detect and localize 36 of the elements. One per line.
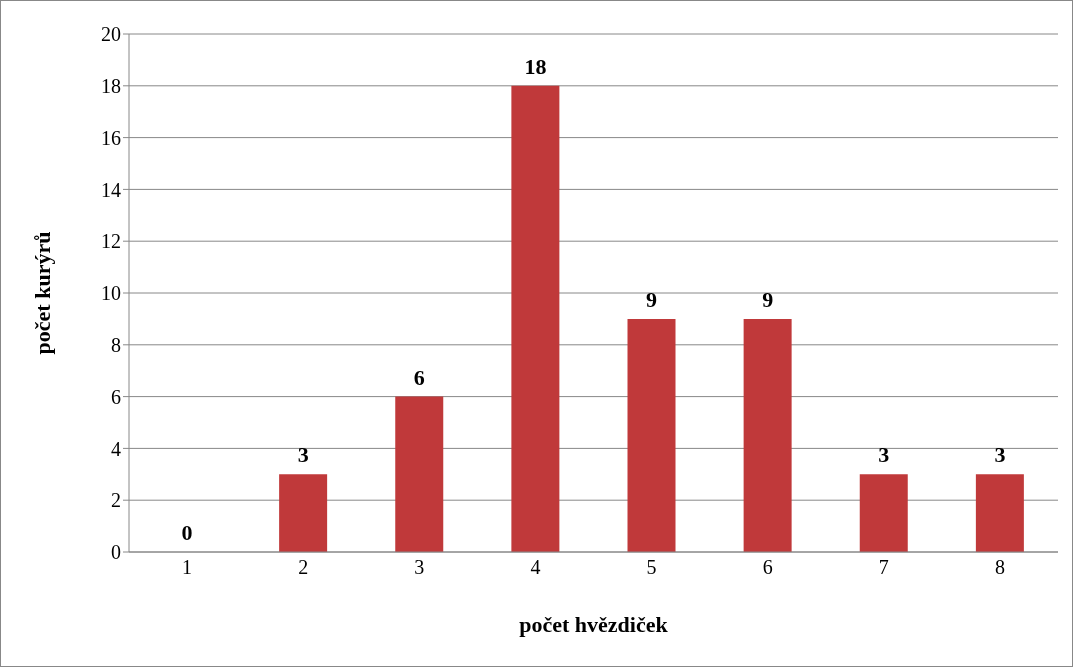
bar	[627, 318, 676, 552]
y-tick-label: 12	[101, 230, 121, 253]
data-label: 0	[181, 520, 193, 545]
x-tick-label: 3	[414, 556, 425, 579]
bar	[279, 474, 328, 552]
x-tick-label: 1	[182, 556, 193, 579]
y-tick-label: 6	[111, 385, 121, 408]
bar	[395, 396, 444, 552]
x-tick-label: 2	[298, 556, 309, 579]
data-label: 9	[762, 286, 774, 312]
y-tick-label: 20	[101, 23, 121, 46]
y-tick-label: 16	[101, 126, 121, 149]
data-label: 3	[994, 442, 1006, 468]
data-label: 3	[878, 442, 890, 468]
bar	[511, 85, 560, 552]
y-tick-label: 10	[101, 282, 121, 305]
y-axis-title: počet kurýrů	[29, 231, 55, 355]
data-label: 18	[524, 53, 547, 79]
bar	[975, 474, 1024, 552]
x-axis-title: počet hvězdiček	[519, 612, 669, 637]
x-tick-label: 6	[762, 556, 773, 579]
x-tick-label: 4	[530, 556, 541, 579]
data-label: 9	[646, 286, 658, 312]
x-tick-label: 8	[994, 556, 1005, 579]
y-tick-label: 8	[111, 333, 121, 356]
bar	[743, 318, 792, 552]
data-label: 6	[413, 364, 425, 390]
data-label: 3	[297, 442, 309, 468]
y-tick-label: 0	[111, 541, 121, 564]
bar	[859, 474, 908, 552]
x-tick-label: 7	[878, 556, 889, 579]
y-tick-label: 18	[101, 74, 121, 97]
x-tick-label: 5	[646, 556, 657, 579]
y-tick-label: 14	[101, 178, 121, 201]
y-tick-label: 4	[111, 437, 121, 460]
y-tick-label: 2	[111, 489, 121, 512]
